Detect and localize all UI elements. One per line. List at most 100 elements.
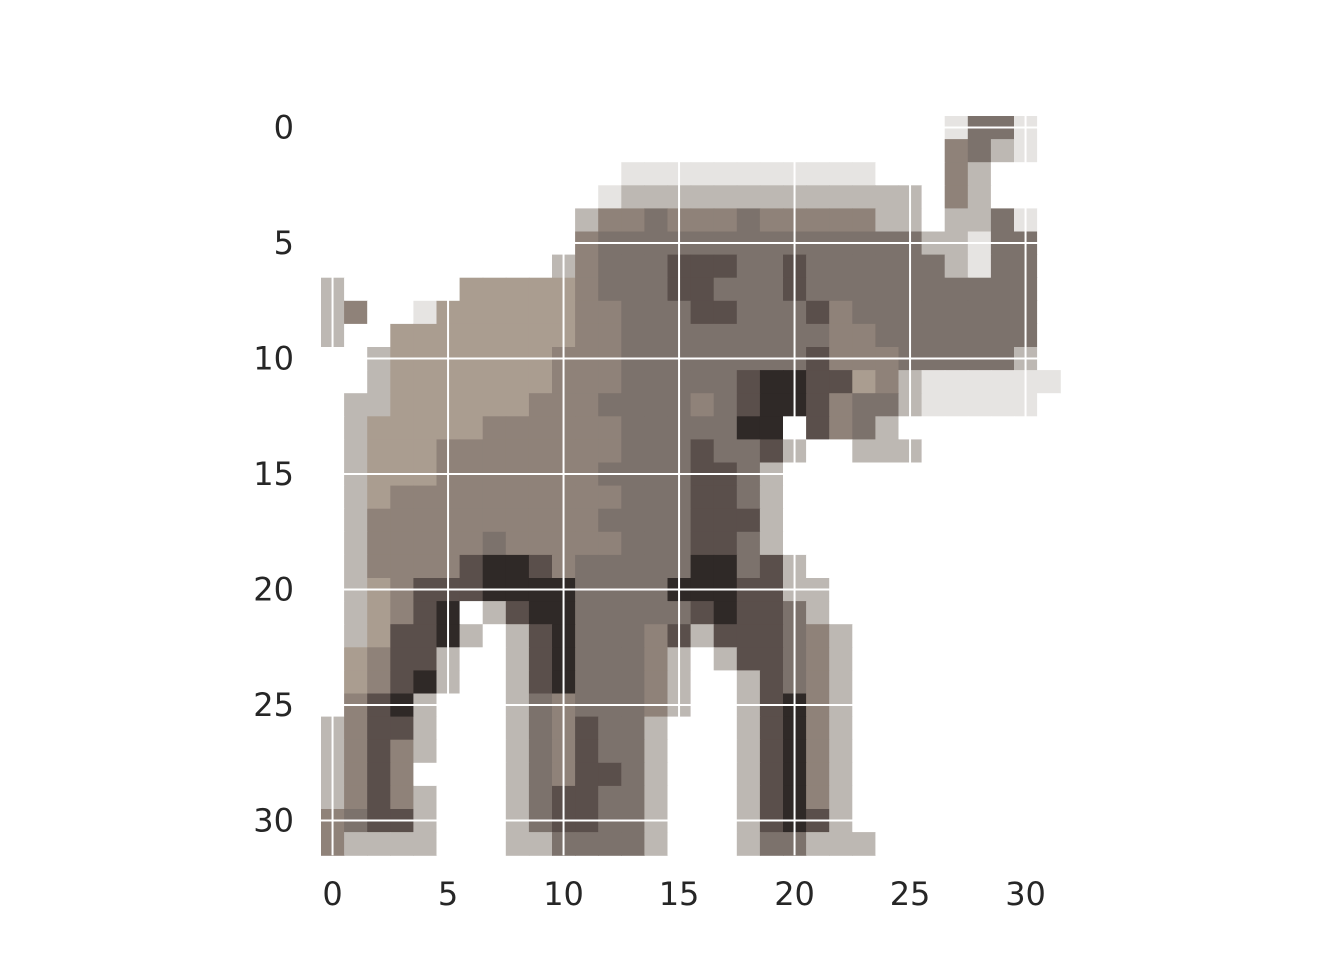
image-pixel xyxy=(344,162,368,186)
image-pixel xyxy=(967,785,992,810)
y-tick-label-15: 15 xyxy=(253,455,294,493)
image-pixel xyxy=(413,323,438,348)
image-pixel xyxy=(528,162,553,186)
image-pixel xyxy=(598,554,622,579)
image-pixel xyxy=(875,508,900,533)
image-pixel xyxy=(621,601,645,625)
image-pixel xyxy=(736,208,761,233)
image-pixel xyxy=(505,647,530,671)
image-pixel xyxy=(921,208,946,233)
image-pixel xyxy=(759,370,784,394)
image-pixel xyxy=(829,139,853,163)
image-pixel xyxy=(806,531,830,556)
image-pixel xyxy=(806,162,830,186)
image-pixel xyxy=(1037,554,1061,579)
image-pixel xyxy=(759,739,784,764)
image-pixel xyxy=(852,670,876,695)
image-pixel xyxy=(482,416,507,440)
image-pixel xyxy=(505,624,530,648)
image-pixel xyxy=(690,531,715,556)
image-pixel xyxy=(944,416,969,440)
image-pixel xyxy=(367,624,391,648)
image-pixel xyxy=(621,300,645,325)
image-pixel xyxy=(759,762,784,787)
image-pixel xyxy=(759,254,784,279)
image-pixel xyxy=(482,762,507,787)
image-pixel xyxy=(505,416,530,440)
image-pixel xyxy=(690,208,715,233)
image-pixel xyxy=(575,439,599,464)
image-pixel xyxy=(644,670,669,695)
image-pixel xyxy=(344,185,368,209)
image-pixel xyxy=(1037,139,1061,163)
image-pixel xyxy=(413,531,438,556)
image-pixel xyxy=(944,647,969,671)
image-pixel xyxy=(644,601,669,625)
image-pixel xyxy=(944,208,969,233)
image-pixel xyxy=(367,670,391,695)
image-pixel xyxy=(482,485,507,510)
x-tick-label-10: 10 xyxy=(543,875,584,913)
image-pixel xyxy=(736,647,761,671)
image-pixel xyxy=(367,370,391,394)
image-pixel xyxy=(367,439,391,464)
image-pixel xyxy=(944,277,969,302)
image-pixel xyxy=(759,185,784,209)
image-pixel xyxy=(875,739,900,764)
image-pixel xyxy=(990,254,1015,279)
image-pixel xyxy=(736,162,761,186)
y-tick-label-20: 20 xyxy=(253,571,294,609)
image-pixel xyxy=(528,716,553,741)
image-pixel xyxy=(459,277,484,302)
image-pixel xyxy=(482,185,507,209)
image-pixel xyxy=(990,300,1015,325)
image-pixel xyxy=(598,300,622,325)
image-pixel xyxy=(482,208,507,233)
image-pixel xyxy=(759,624,784,648)
image-pixel xyxy=(505,439,530,464)
image-pixel xyxy=(806,416,830,440)
image-pixel xyxy=(413,647,438,671)
image-pixel xyxy=(575,762,599,787)
image-pixel xyxy=(736,277,761,302)
image-pixel xyxy=(367,277,391,302)
image-pixel xyxy=(759,508,784,533)
image-pixel xyxy=(690,508,715,533)
image-pixel xyxy=(990,393,1015,417)
image-pixel xyxy=(413,785,438,810)
image-pixel xyxy=(690,832,715,856)
image-pixel xyxy=(459,670,484,695)
image-pixel xyxy=(459,162,484,186)
image-pixel xyxy=(713,670,738,695)
image-pixel xyxy=(921,277,946,302)
image-pixel xyxy=(598,601,622,625)
image-pixel xyxy=(829,716,853,741)
image-pixel xyxy=(806,185,830,209)
image-pixel xyxy=(736,185,761,209)
image-pixel xyxy=(829,762,853,787)
image-pixel xyxy=(390,554,414,579)
image-pixel xyxy=(690,139,715,163)
image-pixel xyxy=(459,393,484,417)
image-pixel xyxy=(713,601,738,625)
image-pixel xyxy=(829,624,853,648)
image-pixel xyxy=(690,785,715,810)
image-pixel xyxy=(413,208,438,233)
image-pixel xyxy=(505,531,530,556)
image-pixel xyxy=(621,624,645,648)
image-pixel xyxy=(505,162,530,186)
image-pixel xyxy=(1037,601,1061,625)
image-pixel xyxy=(390,300,414,325)
image-pixel xyxy=(1037,508,1061,533)
image-pixel xyxy=(598,624,622,648)
image-pixel xyxy=(967,300,992,325)
image-pixel xyxy=(644,439,669,464)
image-pixel xyxy=(990,785,1015,810)
image-pixel xyxy=(413,439,438,464)
image-pixel xyxy=(806,785,830,810)
image-pixel xyxy=(1037,393,1061,417)
image-pixel xyxy=(829,739,853,764)
image-pixel xyxy=(482,370,507,394)
image-pixel xyxy=(736,370,761,394)
image-pixel xyxy=(644,139,669,163)
